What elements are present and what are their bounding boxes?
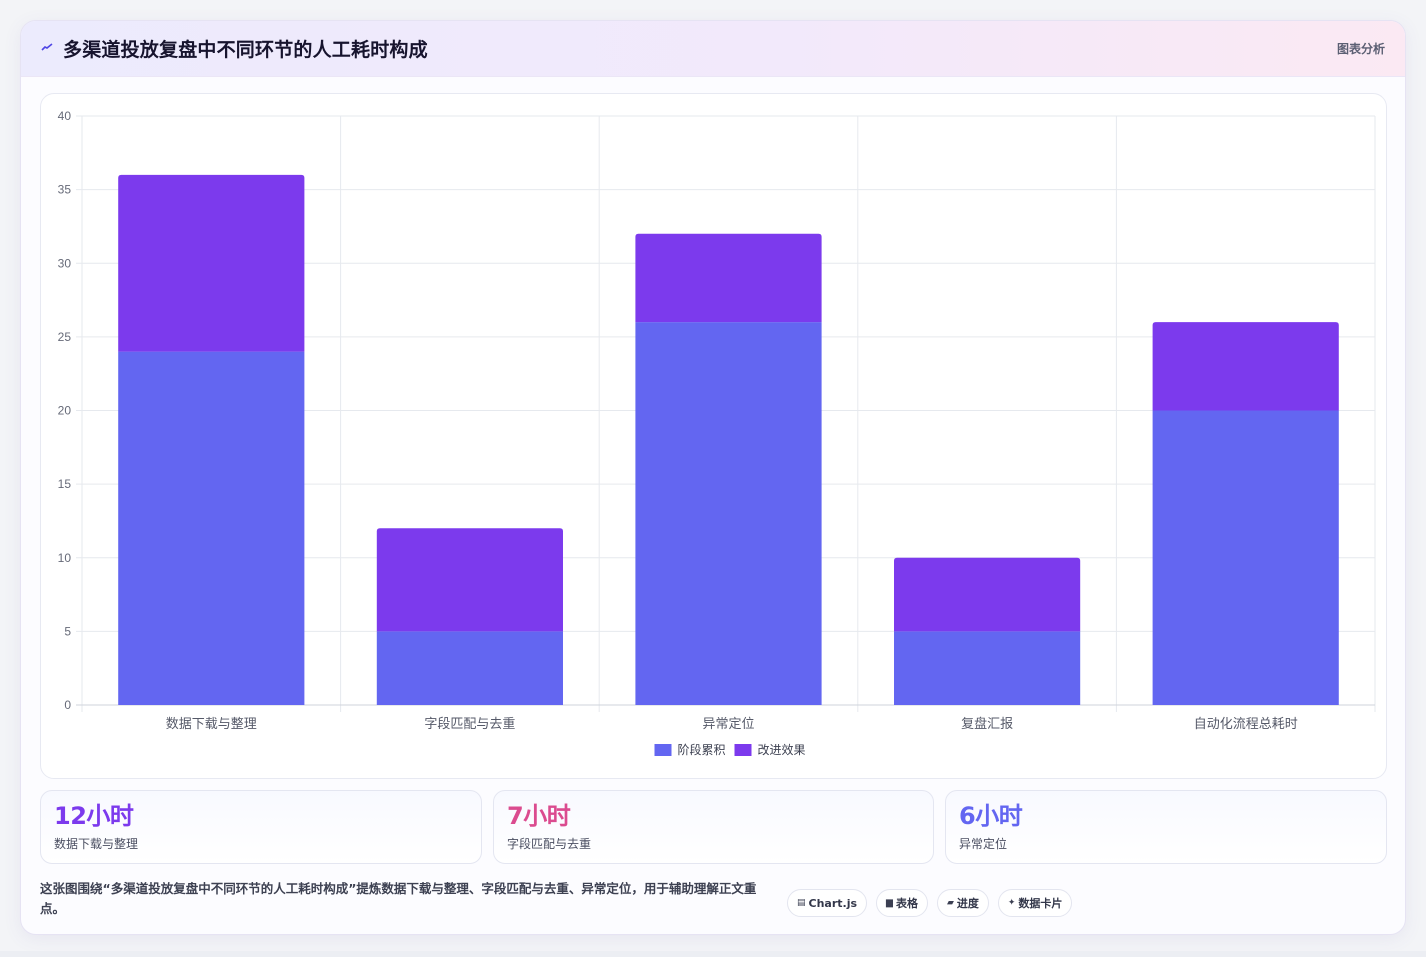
tag-table[interactable]: ▆ 表格	[876, 889, 928, 917]
bar-improvement	[635, 233, 822, 323]
stat-label: 数据下载与整理	[54, 837, 139, 851]
tag-list: ▤ Chart.js ▆ 表格 ▰ 进度 ✦ 数据卡片	[787, 889, 1073, 917]
bar-improvement	[1152, 322, 1339, 411]
bar-improvement	[118, 174, 305, 352]
tag-chartjs[interactable]: ▤ Chart.js	[787, 889, 868, 917]
y-tick-label: 5	[64, 624, 71, 638]
chart-panel: 0 5 10 15 20 25 30 35 40 数据下载与整理 字段匹配与去重 异常定位 复盘汇报 自动…	[40, 93, 1387, 779]
tag-label: Chart.js	[808, 896, 858, 910]
title-group: 多渠道投放复盘中不同环节的人工耗时构成	[41, 35, 428, 62]
stat-card-1: 12小时 数据下载与整理	[40, 790, 482, 864]
stat-card-3: 6小时 异常定位	[945, 790, 1387, 864]
table-icon: ▆	[886, 898, 893, 908]
tag-progress[interactable]: ▰ 进度	[936, 889, 989, 917]
bar-improvement	[376, 528, 563, 632]
y-tick-label: 35	[58, 183, 72, 197]
x-tick-label: 数据下载与整理	[166, 717, 257, 732]
bottom-strip	[0, 951, 1426, 957]
tag-label: 进度	[956, 897, 979, 910]
chart-description: 这张图围绕“多渠道投放复盘中不同环节的人工耗时构成”提炼数据下载与整理、字段匹配…	[40, 881, 757, 916]
y-tick-label: 40	[58, 109, 72, 123]
stat-label: 字段匹配与去重	[507, 837, 592, 851]
bar-stage-cumulative	[376, 631, 563, 705]
header-badge[interactable]: 图表分析	[1336, 42, 1385, 56]
page-title: 多渠道投放复盘中不同环节的人工耗时构成	[63, 39, 428, 61]
tag-label: 数据卡片	[1018, 897, 1063, 910]
progress-icon: ▰	[946, 898, 954, 908]
bar-improvement	[894, 557, 1081, 632]
line-chart-icon	[41, 41, 53, 56]
bar-stage-cumulative	[894, 631, 1081, 705]
y-tick-label: 25	[58, 330, 72, 344]
legend-swatch	[734, 744, 752, 756]
legend-label: 改进效果	[758, 742, 806, 757]
stat-value: 12小时	[54, 802, 134, 830]
tag-data-card[interactable]: ✦ 数据卡片	[997, 889, 1073, 917]
bar-chart: 0 5 10 15 20 25 30 35 40 数据下载与整理 字段匹配与去重 异常定位 复盘汇报 自动…	[58, 109, 1376, 757]
y-tick-label: 20	[58, 404, 72, 418]
bar-stage-cumulative	[118, 351, 305, 705]
sparkle-icon: ✦	[1007, 898, 1016, 908]
chart-card: 多渠道投放复盘中不同环节的人工耗时构成 图表分析 0 5 10 15 20 25 30 35 4…	[20, 20, 1406, 935]
bar-stage-cumulative	[1152, 410, 1339, 705]
stat-card-2: 7小时 字段匹配与去重	[493, 790, 934, 864]
x-tick-label: 复盘汇报	[961, 716, 1013, 732]
stat-value: 7小时	[507, 802, 571, 830]
legend-label: 阶段累积	[678, 742, 726, 757]
x-tick-label: 字段匹配与去重	[424, 716, 515, 732]
stat-value: 6小时	[959, 802, 1023, 830]
bar-stage-cumulative	[635, 322, 822, 705]
y-tick-label: 0	[64, 698, 71, 712]
tag-label: 表格	[895, 897, 918, 910]
x-tick-label: 自动化流程总耗时	[1194, 717, 1298, 732]
card-header: 多渠道投放复盘中不同环节的人工耗时构成 图表分析	[21, 21, 1405, 77]
y-tick-label: 15	[58, 477, 72, 491]
legend-swatch	[654, 744, 672, 756]
y-tick-label: 30	[58, 256, 72, 270]
x-tick-label: 异常定位	[702, 717, 754, 732]
y-tick-label: 10	[58, 551, 72, 565]
stat-label: 异常定位	[959, 837, 1008, 851]
chart-icon: ▤	[797, 898, 806, 908]
